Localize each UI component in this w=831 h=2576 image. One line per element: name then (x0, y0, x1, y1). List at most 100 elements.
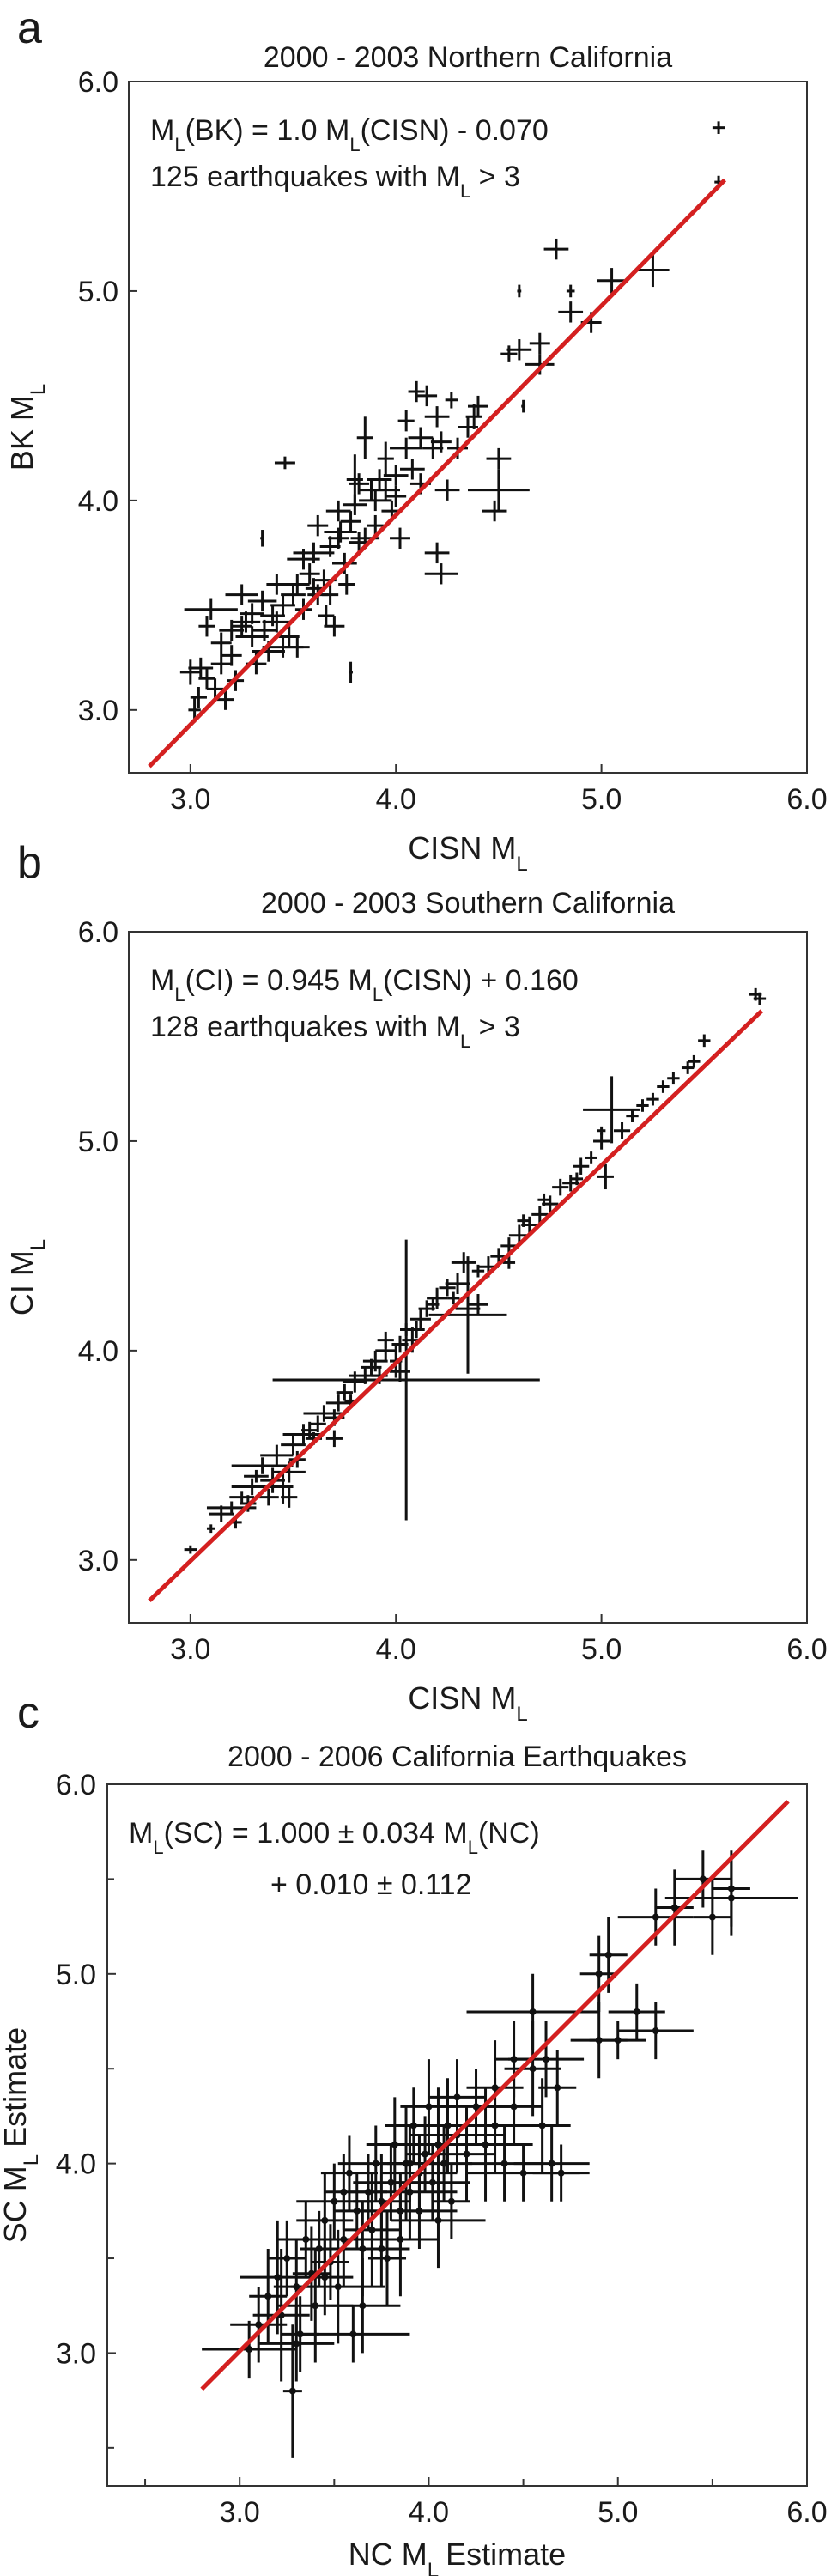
point-marker (384, 2255, 391, 2263)
data-point (529, 332, 550, 355)
data-point (570, 1172, 584, 1186)
data-point (517, 1214, 530, 1227)
fit-equation: ML(CI) = 0.945 ML(CISN) + 0.160 (150, 964, 579, 1005)
point-marker (359, 2302, 367, 2310)
text-run: M (150, 114, 174, 147)
point-marker (397, 2235, 404, 2243)
text-run: (NC) (478, 1817, 540, 1850)
point-marker (353, 2207, 361, 2215)
data-point (408, 427, 434, 448)
data-point (468, 1294, 488, 1315)
point-marker (727, 1885, 735, 1893)
data-point (349, 473, 370, 495)
x-tick-label: 4.0 (409, 2496, 449, 2529)
text-run: M (150, 964, 174, 997)
point-marker (345, 2169, 353, 2177)
subscript: L (373, 984, 383, 1005)
subscript: L (349, 134, 360, 155)
data-point (282, 2324, 302, 2458)
point-marker (595, 1970, 603, 1978)
data-point (210, 653, 232, 675)
x-axis-label-text: NC M (349, 2537, 428, 2572)
data-point (284, 636, 310, 658)
point-marker (463, 2150, 470, 2158)
data-point (346, 454, 363, 505)
earthquake-count: 128 earthquakes with ML > 3 (150, 1011, 520, 1052)
point-marker (416, 2207, 423, 2215)
data-point (468, 395, 488, 417)
point-marker (302, 2235, 310, 2243)
data-point (322, 584, 339, 605)
data-point (260, 1444, 294, 1467)
data-point (281, 584, 306, 605)
text-run: (BK) = 1.0 M (185, 114, 350, 147)
y-tick-label: 6.0 (56, 1769, 96, 1801)
y-axis-label-sub: L (27, 384, 50, 395)
plot-frame (128, 931, 808, 1624)
x-axis-label-text: CISN M (408, 830, 516, 866)
point-marker (652, 2027, 659, 2035)
point-marker (274, 2274, 282, 2281)
text-run: M (129, 1817, 153, 1850)
point-marker (264, 2293, 272, 2300)
data-point (424, 563, 458, 585)
panel-letter: c (17, 1688, 39, 1738)
data-point (655, 1869, 694, 1946)
y-axis-label-text: CI M (4, 1250, 39, 1315)
data-point (268, 2220, 306, 2297)
point-marker (349, 2330, 357, 2338)
data-point (521, 399, 526, 413)
data-point (400, 459, 425, 480)
point-marker (500, 2160, 508, 2167)
plot-frame (106, 1783, 808, 2487)
point-marker (406, 2160, 414, 2167)
panel-b: b 2000 - 2003 Southern California 3.0 4.0 5.… (4, 838, 828, 1726)
point-marker (434, 2216, 442, 2224)
data-point (324, 616, 345, 637)
data-point (296, 2306, 410, 2363)
point-marker (614, 2037, 622, 2044)
data-point (258, 1488, 279, 1506)
data-point (244, 1469, 269, 1483)
subscript: L (468, 1837, 478, 1858)
point-marker (444, 2122, 452, 2129)
y-axis-label-text: SC M (0, 2166, 33, 2243)
x-axis-label-sub: L (516, 1703, 527, 1726)
data-point (188, 657, 214, 679)
data-point (579, 1935, 618, 2012)
text-run: > 3 (470, 1011, 520, 1043)
data-point (318, 605, 335, 627)
y-tick-label: 3.0 (78, 695, 118, 727)
point-marker (554, 2084, 561, 2092)
point-marker (652, 1913, 659, 1921)
x-tick-label: 4.0 (376, 1633, 416, 1666)
data-point (184, 1545, 197, 1554)
data-point (247, 590, 277, 612)
x-axis-label-after: Estimate (446, 2537, 566, 2572)
data-point (646, 1092, 659, 1106)
data-point (537, 1193, 550, 1206)
point-marker (529, 2065, 537, 2073)
data-point (225, 584, 258, 605)
data-points (179, 121, 725, 723)
data-point (258, 2306, 335, 2382)
data-point (349, 661, 353, 683)
data-point (296, 2239, 354, 2316)
data-point (693, 1879, 731, 1955)
point-marker (331, 2197, 338, 2205)
text-run: (CI) = 0.945 M (185, 964, 373, 997)
data-point (390, 527, 410, 549)
y-tick-label: 4.0 (56, 2148, 96, 2181)
subscript: L (460, 180, 470, 202)
point-marker (529, 2008, 537, 2015)
data-point (430, 431, 452, 453)
point-marker (453, 2093, 461, 2101)
point-marker (321, 2216, 329, 2224)
point-marker (288, 2387, 296, 2395)
data-point (538, 2050, 577, 2126)
x-tick-label: 5.0 (581, 783, 622, 816)
x-axis-label: CISN ML (408, 1680, 527, 1726)
data-point (597, 268, 627, 294)
data-point (688, 1054, 701, 1068)
data-point (325, 2154, 363, 2230)
